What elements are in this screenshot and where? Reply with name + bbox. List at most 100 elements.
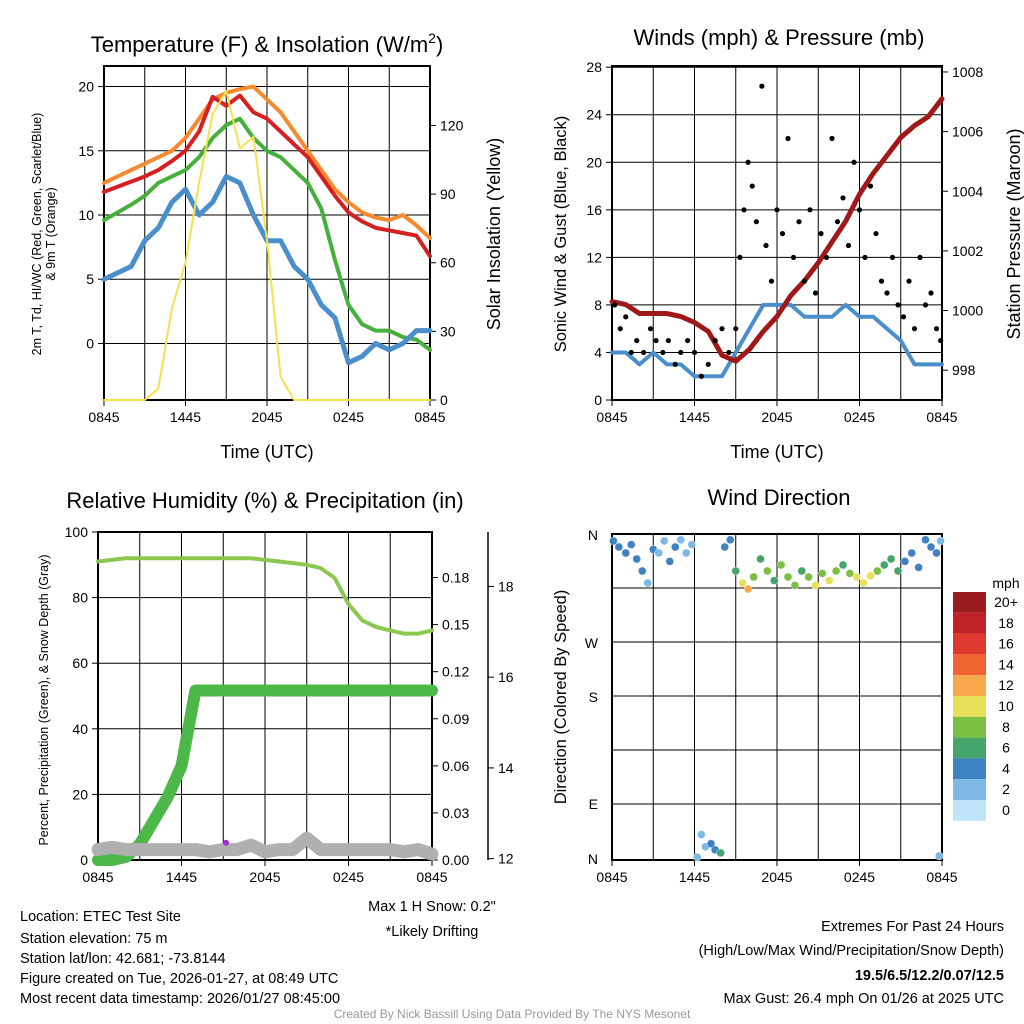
y-tick-label: 0.15 bbox=[442, 617, 469, 633]
gust-point bbox=[672, 361, 678, 367]
gust-point bbox=[623, 314, 629, 320]
gust-point bbox=[753, 219, 759, 225]
legend-swatch bbox=[953, 716, 986, 738]
gust-point bbox=[867, 183, 874, 189]
direction-label: E bbox=[589, 796, 598, 812]
humidity-ylabel: Percent, Precipitation (Green), & Snow D… bbox=[37, 554, 51, 845]
y-tick-label: 16 bbox=[586, 202, 602, 218]
y-tick-label: 998 bbox=[952, 362, 976, 378]
gust-point bbox=[719, 326, 725, 332]
gust-point bbox=[796, 219, 802, 225]
series-sonic-wind bbox=[610, 302, 944, 379]
gust-point bbox=[856, 207, 863, 213]
gust-point bbox=[834, 219, 841, 225]
direction-point bbox=[731, 566, 740, 576]
gust-point bbox=[726, 349, 732, 356]
y-tick-label: 60 bbox=[72, 655, 88, 671]
direction-point bbox=[926, 542, 936, 552]
gust-point bbox=[712, 337, 718, 344]
gust-point bbox=[612, 302, 618, 308]
x-tick-label: 0845 bbox=[596, 869, 627, 885]
y-tick-label: 12 bbox=[498, 851, 514, 867]
x-tick-label: 0845 bbox=[88, 409, 119, 425]
x-tick-label: 0845 bbox=[926, 869, 957, 885]
legend-label: 6 bbox=[1002, 740, 1010, 756]
legend-swatch bbox=[953, 675, 986, 696]
y-tick-label: 24 bbox=[586, 107, 602, 123]
drifting-text: *Likely Drifting bbox=[386, 924, 479, 940]
x-tick-label: 0245 bbox=[333, 409, 364, 425]
direction-point bbox=[825, 576, 834, 585]
legend-label: 2 bbox=[1002, 781, 1010, 797]
direction-point bbox=[921, 535, 930, 544]
direction-point bbox=[638, 566, 647, 576]
footer: Location: ETEC Test Site Station elevati… bbox=[20, 899, 1004, 1021]
gust-point bbox=[741, 207, 747, 213]
x-tick-label: 1445 bbox=[679, 869, 710, 885]
direction-point bbox=[797, 566, 806, 576]
direction-point bbox=[749, 572, 758, 582]
y-tick-label: 8 bbox=[594, 297, 602, 313]
legend-label: 0 bbox=[1002, 802, 1010, 818]
gust-point bbox=[705, 361, 711, 367]
gust-point bbox=[749, 183, 755, 189]
drifting-mark bbox=[223, 839, 230, 846]
direction-point bbox=[907, 548, 916, 558]
x-tick-label: 0245 bbox=[333, 869, 364, 885]
y-tick-label: 100 bbox=[65, 524, 89, 540]
gust-point bbox=[647, 326, 654, 332]
direction-point bbox=[873, 566, 882, 576]
gust-point bbox=[917, 254, 923, 260]
legend-label: 10 bbox=[998, 698, 1014, 714]
gust-point bbox=[862, 254, 868, 260]
direction-point bbox=[770, 576, 779, 585]
direction-point bbox=[776, 560, 786, 570]
y-tick-label: 80 bbox=[72, 590, 88, 606]
legend-swatch bbox=[953, 696, 986, 717]
x-tick-label: 2045 bbox=[761, 409, 792, 425]
direction-label: S bbox=[589, 689, 598, 705]
gust-point bbox=[884, 290, 890, 296]
legend-label: 4 bbox=[1002, 760, 1010, 776]
gust-point bbox=[774, 207, 780, 213]
y-tick-label: 120 bbox=[440, 117, 464, 133]
gust-point bbox=[737, 254, 743, 260]
y-tick-label: 0.18 bbox=[442, 570, 469, 586]
y-tick-label: 0 bbox=[86, 335, 94, 351]
direction-point bbox=[693, 852, 702, 862]
legend-swatch bbox=[953, 654, 986, 676]
direction-point bbox=[671, 542, 680, 552]
series-snow-depth bbox=[91, 831, 439, 861]
y-tick-label: 1004 bbox=[952, 183, 983, 199]
direction-point bbox=[697, 830, 706, 839]
gust-point bbox=[823, 254, 830, 260]
gust-point bbox=[807, 207, 813, 213]
direction-point bbox=[706, 839, 716, 848]
direction-point bbox=[738, 578, 747, 588]
y-tick-label: 18 bbox=[498, 578, 514, 594]
y-tick-label: 16 bbox=[498, 669, 514, 685]
y-tick-label: 20 bbox=[72, 786, 88, 802]
x-tick-label: 0245 bbox=[844, 409, 875, 425]
latlon-text: Station lat/lon: 42.681; -73.8144 bbox=[20, 951, 226, 967]
created-text: Figure created on Tue, 2026-01-27, at 08… bbox=[20, 971, 338, 987]
gust-point bbox=[933, 326, 940, 332]
y-tick-label: 30 bbox=[440, 323, 456, 339]
temperature-title: Temperature (F) & Insolation (W/m2) bbox=[91, 30, 444, 57]
extremes-values: 19.5/6.5/12.2/0.07/12.5 bbox=[855, 968, 1004, 984]
gust-point bbox=[634, 337, 640, 344]
x-tick-label: 2045 bbox=[249, 869, 280, 885]
y-tick-label: 10 bbox=[78, 207, 94, 223]
gust-point bbox=[698, 373, 704, 379]
gust-point bbox=[745, 159, 751, 165]
gust-point bbox=[818, 230, 824, 237]
y-tick-label: 0.00 bbox=[442, 852, 469, 868]
direction-point bbox=[654, 548, 663, 558]
direction-point bbox=[621, 548, 630, 558]
legend-swatch bbox=[953, 592, 986, 613]
temperature-xlabel: Time (UTC) bbox=[220, 442, 313, 462]
gust-point bbox=[691, 349, 698, 356]
gust-point bbox=[906, 278, 912, 284]
legend-swatch bbox=[953, 633, 986, 655]
gust-point bbox=[779, 230, 786, 237]
